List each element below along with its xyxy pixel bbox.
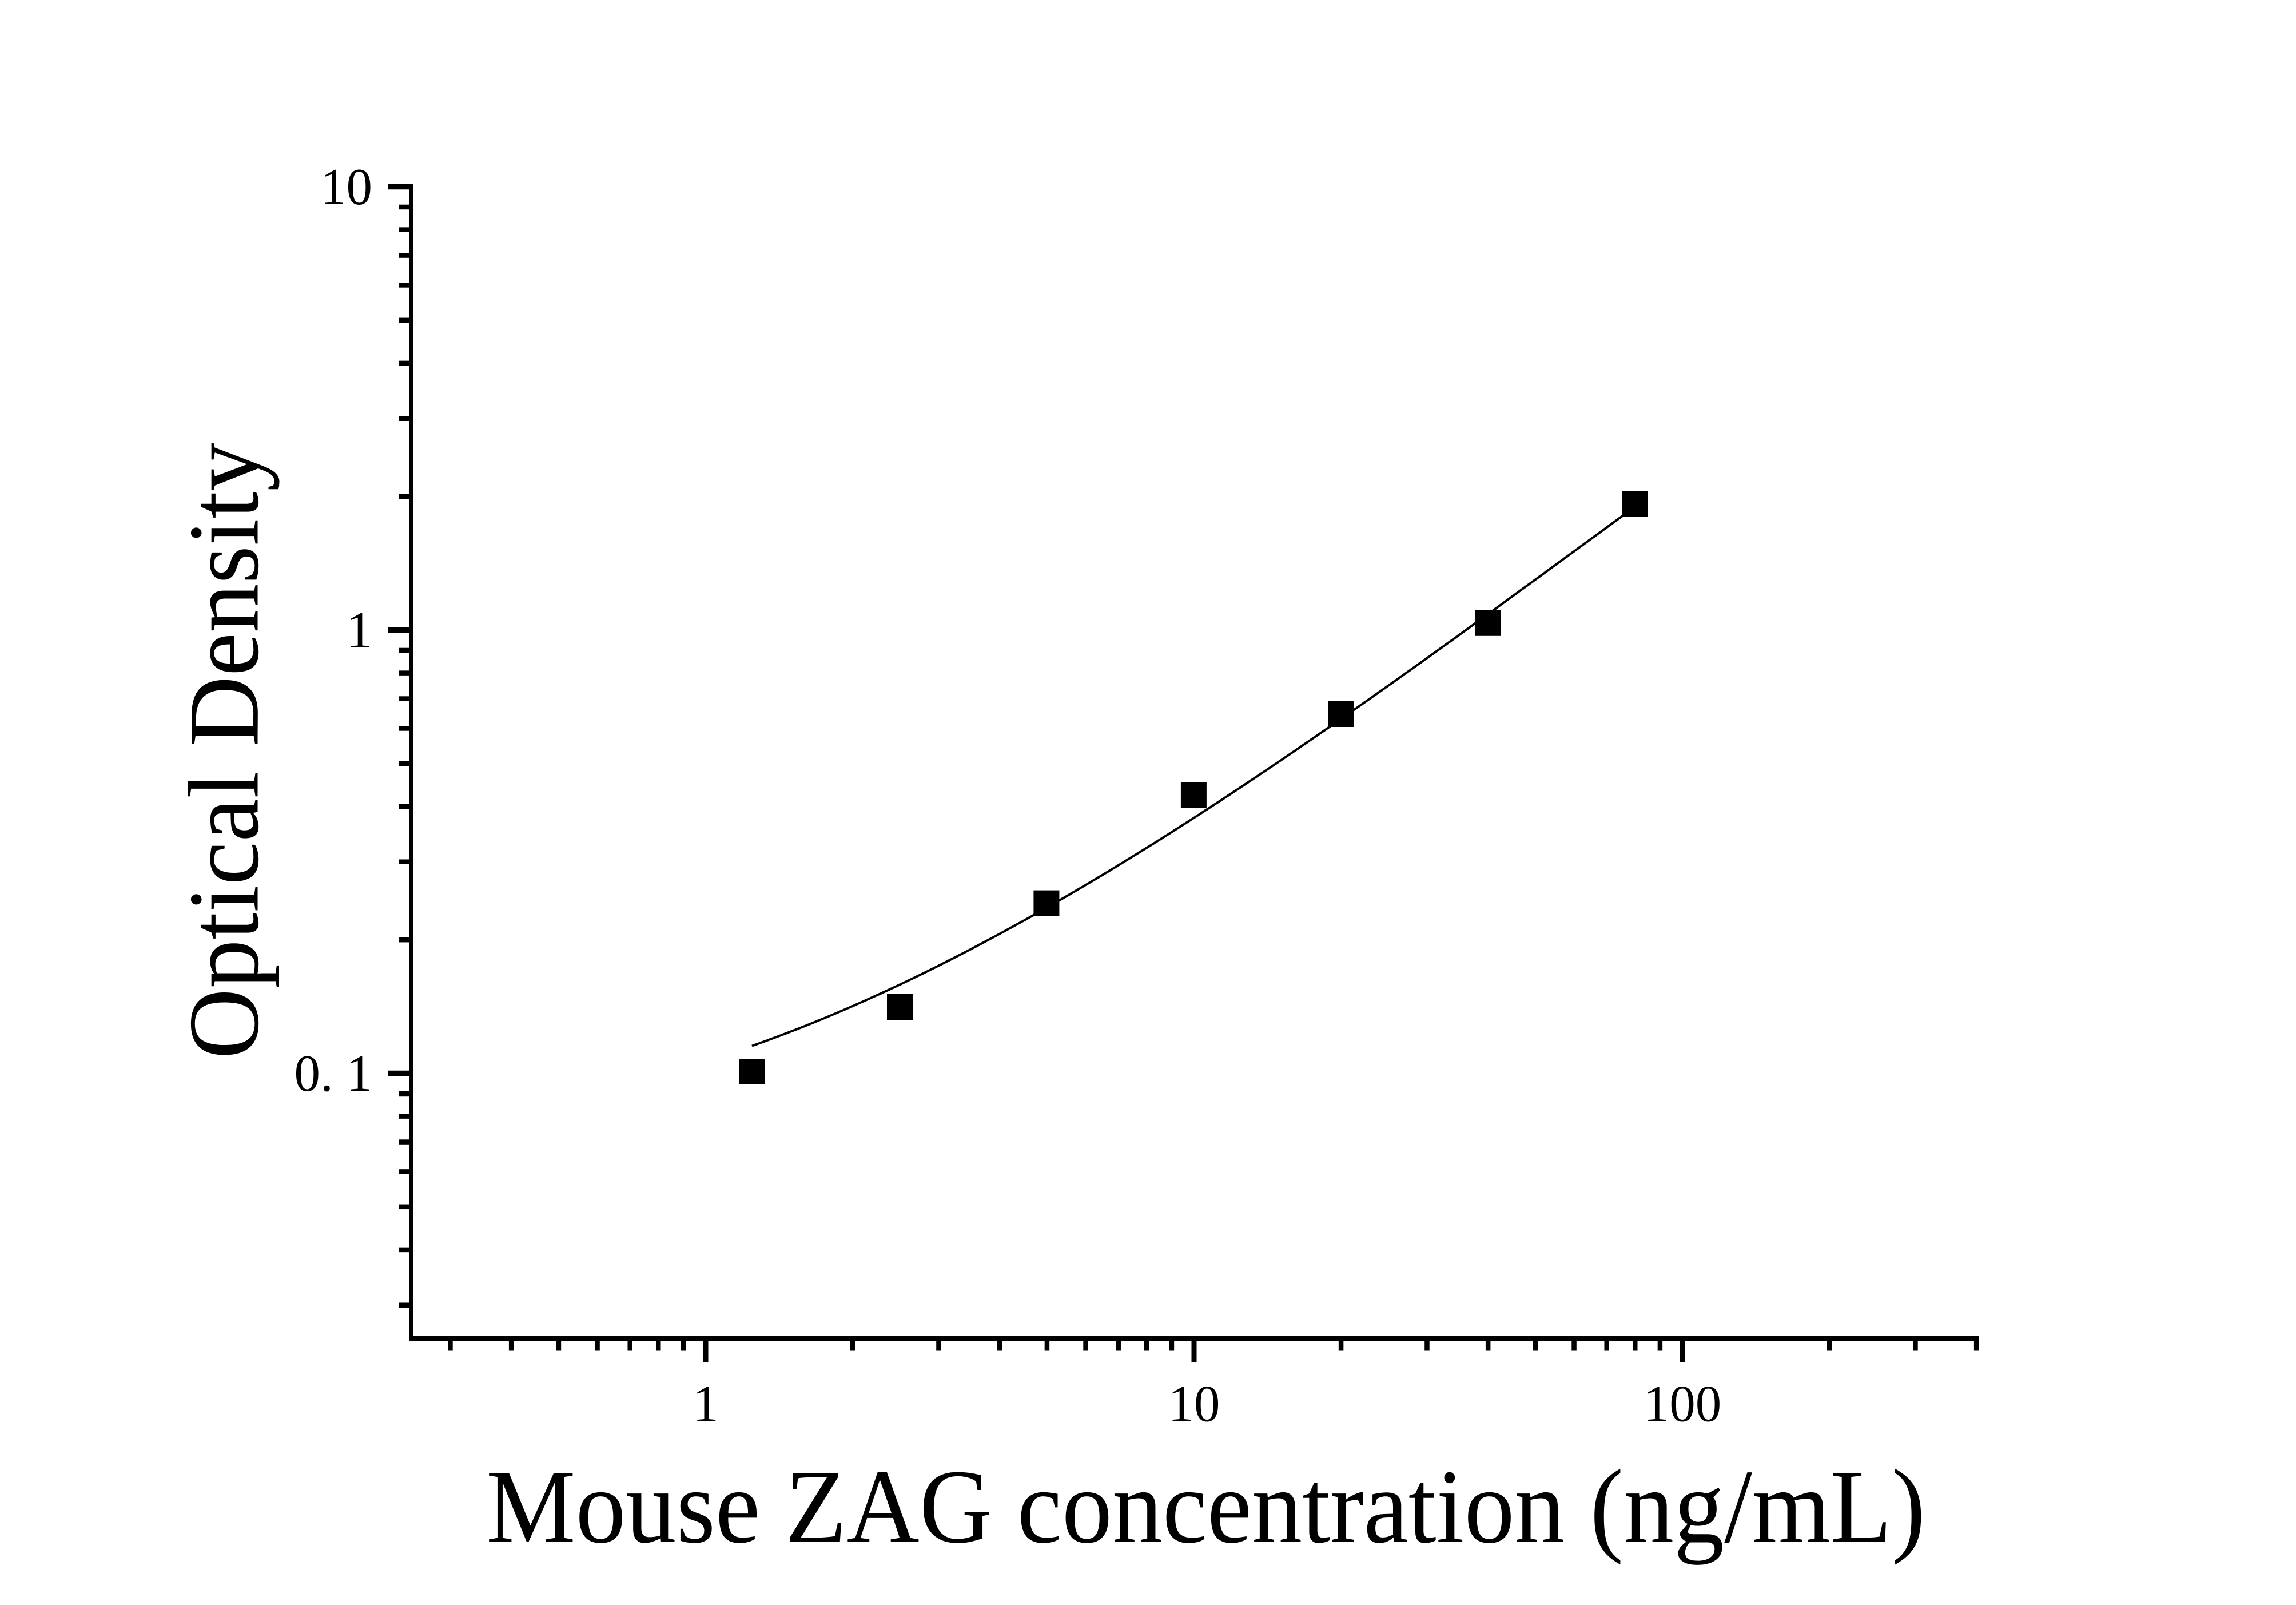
svg-text:Mouse ZAG concentration (ng/mL: Mouse ZAG concentration (ng/mL) — [486, 1448, 1925, 1566]
svg-text:1: 1 — [347, 601, 373, 659]
svg-text:10: 10 — [320, 158, 372, 216]
svg-text:1: 1 — [693, 1375, 719, 1433]
svg-text:10: 10 — [1168, 1375, 1220, 1433]
svg-text:100: 100 — [1644, 1375, 1722, 1433]
svg-text:Optical Density: Optical Density — [168, 442, 280, 1059]
svg-text:0. 1: 0. 1 — [295, 1044, 373, 1102]
